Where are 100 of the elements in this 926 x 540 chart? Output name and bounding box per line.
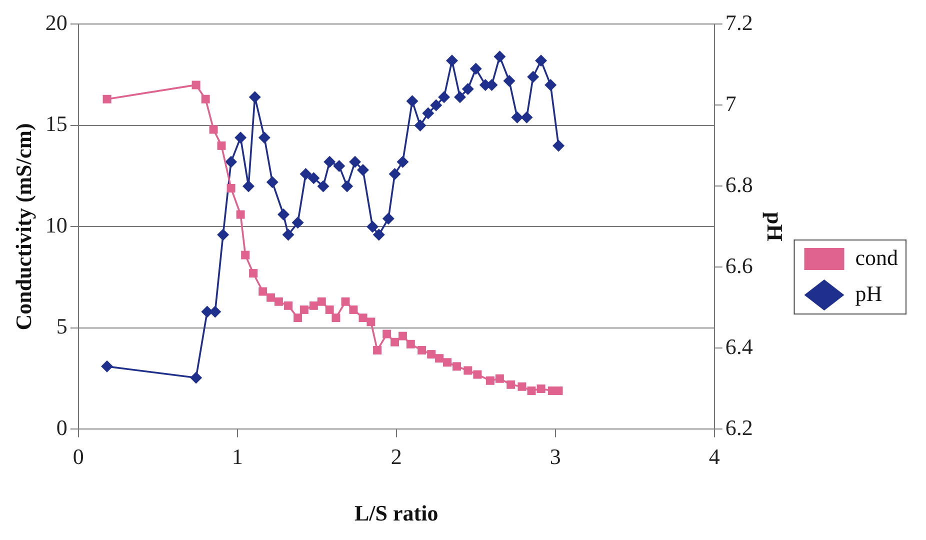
point xyxy=(536,384,546,393)
point xyxy=(414,119,426,132)
point xyxy=(309,301,318,310)
point xyxy=(300,168,312,180)
x-tick-label: 3 xyxy=(550,444,561,470)
point xyxy=(366,318,376,326)
y2-tick-label: 6.6 xyxy=(725,252,753,278)
y2-axis-title: pH xyxy=(762,212,788,242)
y2-tick-label: 7 xyxy=(725,90,736,116)
point xyxy=(308,172,320,184)
point xyxy=(464,366,472,375)
point xyxy=(406,340,415,348)
point xyxy=(486,376,494,385)
point xyxy=(201,94,210,104)
point xyxy=(358,314,368,322)
point xyxy=(317,297,326,306)
legend-label: cond xyxy=(855,244,898,270)
y2-tick-label: 6.2 xyxy=(725,414,753,440)
x-tick-label: 2 xyxy=(390,444,402,470)
point xyxy=(506,380,516,389)
point xyxy=(503,74,516,87)
point xyxy=(341,180,354,192)
point xyxy=(248,91,261,104)
point xyxy=(462,83,474,95)
point xyxy=(325,305,334,314)
point xyxy=(520,111,533,124)
point xyxy=(266,293,276,302)
point xyxy=(324,156,336,168)
point xyxy=(396,156,409,168)
point xyxy=(349,156,362,168)
x-axis-title: L/S ratio xyxy=(354,500,438,526)
point xyxy=(349,305,358,314)
point xyxy=(454,91,466,104)
point xyxy=(511,111,524,124)
point xyxy=(236,210,245,219)
y-tick-label: 0 xyxy=(56,414,68,440)
point xyxy=(518,382,526,391)
point xyxy=(430,99,442,112)
point xyxy=(446,54,458,67)
point xyxy=(225,156,238,168)
point xyxy=(473,370,482,379)
y2-tick-label: 6.4 xyxy=(725,334,753,359)
point xyxy=(470,62,482,75)
point xyxy=(382,212,394,225)
point xyxy=(258,287,268,296)
point xyxy=(277,208,290,221)
x-tick-label: 0 xyxy=(72,444,84,470)
point xyxy=(372,228,385,241)
x-tick-label: 4 xyxy=(708,444,720,470)
point xyxy=(422,107,434,120)
y2-tick-label: 7.2 xyxy=(725,10,753,35)
point xyxy=(274,297,283,306)
y-tick-label: 20 xyxy=(45,10,68,35)
point xyxy=(398,332,407,340)
point xyxy=(356,164,369,176)
point xyxy=(317,180,330,192)
point xyxy=(382,330,392,338)
point xyxy=(242,180,255,192)
point xyxy=(241,250,250,260)
point xyxy=(388,168,401,180)
point xyxy=(102,94,112,104)
point xyxy=(333,160,346,172)
point xyxy=(494,50,506,63)
point xyxy=(226,184,236,192)
point xyxy=(406,95,418,108)
point xyxy=(341,297,350,306)
point xyxy=(217,228,230,241)
point xyxy=(527,386,536,395)
y-tick-label: 5 xyxy=(56,314,68,339)
point xyxy=(190,372,202,384)
point xyxy=(284,301,292,310)
point xyxy=(217,141,226,150)
x-tick-label: 1 xyxy=(232,444,243,470)
point xyxy=(292,216,304,229)
point xyxy=(332,314,340,322)
point xyxy=(527,70,540,83)
point xyxy=(452,362,462,371)
point xyxy=(258,132,270,144)
point xyxy=(294,314,302,322)
point xyxy=(101,360,114,372)
y-axis-title: Conductivity (mS/cm) xyxy=(10,123,36,330)
point xyxy=(552,140,565,152)
point xyxy=(435,354,444,363)
point xyxy=(418,346,426,354)
point xyxy=(300,305,308,314)
point xyxy=(209,125,218,134)
point xyxy=(234,132,247,144)
y2-tick-label: 6.8 xyxy=(725,172,753,197)
point xyxy=(438,91,450,104)
point xyxy=(249,269,258,278)
legend-label: pH xyxy=(855,280,882,306)
point xyxy=(427,350,436,359)
point xyxy=(544,78,557,91)
point xyxy=(495,374,504,383)
point xyxy=(390,338,400,346)
y-tick-label: 15 xyxy=(45,111,68,136)
point xyxy=(366,220,379,233)
point xyxy=(373,346,382,354)
point xyxy=(535,54,548,67)
point xyxy=(282,228,294,241)
